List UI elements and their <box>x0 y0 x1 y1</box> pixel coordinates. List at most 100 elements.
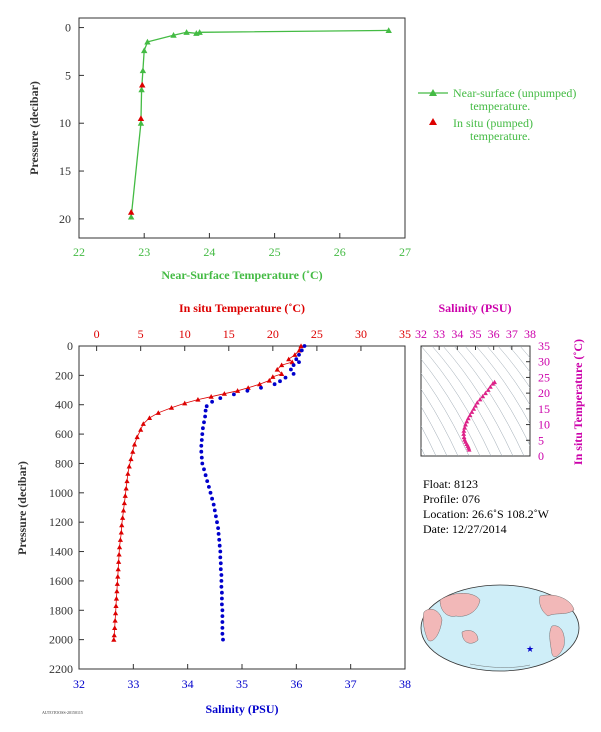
salinity-point <box>272 382 277 387</box>
ts-point <box>463 422 468 427</box>
sal-tick-label: 36 <box>290 677 302 691</box>
top-y-tick-label: 20 <box>59 212 71 226</box>
ts-point <box>473 403 478 408</box>
temperature-point <box>286 356 292 362</box>
density-contour <box>421 358 481 456</box>
legend-marker-in-situ <box>429 118 437 125</box>
top-y-axis: 0 5 10 15 20 <box>59 21 84 226</box>
salinity-point <box>215 520 219 525</box>
salinity-point <box>200 461 205 466</box>
salinity-point <box>219 573 224 577</box>
pressure-tick-label: 2200 <box>49 662 73 676</box>
ts-y-tick-label: 15 <box>538 402 550 416</box>
top-plot-frame <box>78 17 406 239</box>
ts-y-tick-label: 10 <box>538 418 550 432</box>
top-x-tick-label: 25 <box>269 245 281 259</box>
salinity-point <box>217 543 222 548</box>
temperature-point <box>123 485 129 491</box>
in-situ-point <box>139 81 146 88</box>
profile-top-axis-label: In situ Temperature (˚C) <box>179 301 305 315</box>
salinity-point <box>218 549 223 554</box>
salinity-point <box>245 388 250 393</box>
ts-point <box>461 431 467 436</box>
legend-label-in-situ-1: In situ (pumped) <box>453 116 533 130</box>
salinity-point <box>200 432 205 436</box>
temperature-line <box>113 345 302 640</box>
temperature-point <box>146 415 153 421</box>
salinity-point <box>220 608 225 613</box>
profile-plot-frame <box>78 345 406 670</box>
ts-point <box>492 379 497 385</box>
profile-y-axis-label: Pressure (decibar) <box>15 461 29 555</box>
salinity-point <box>283 375 288 380</box>
float-id: Float: 8123 <box>423 477 478 491</box>
near-surface-point <box>183 29 190 35</box>
density-contour <box>486 346 530 406</box>
temperature-point <box>120 515 126 520</box>
temperature-point <box>122 493 128 498</box>
temperature-point <box>112 610 119 616</box>
pressure-tick-label: 0 <box>67 339 73 353</box>
ts-y-tick-label: 30 <box>538 355 550 369</box>
salinity-point <box>220 614 225 618</box>
pressure-tick-label: 400 <box>55 398 73 412</box>
temperature-point <box>113 603 119 608</box>
map-land-eurasia <box>439 593 481 617</box>
temperature-point <box>168 405 175 410</box>
temperature-point <box>128 456 134 462</box>
ts-point <box>487 384 493 389</box>
legend-label-near-surface-1: Near-surface (unpumped) <box>453 86 576 100</box>
temperature-point <box>117 537 124 542</box>
temperature-point <box>138 427 144 432</box>
salinity-point <box>214 514 218 519</box>
density-contour <box>497 346 530 389</box>
ts-point <box>474 400 480 405</box>
sal-tick-label: 33 <box>127 677 139 691</box>
density-contour <box>464 346 530 447</box>
temperature-point <box>116 559 122 564</box>
top-x-tick-label: 24 <box>203 245 215 259</box>
salinity-point <box>216 532 221 536</box>
salinity-point <box>219 579 224 583</box>
top-x-tick-label: 22 <box>73 245 85 259</box>
date: Date: 12/27/2014 <box>423 522 507 536</box>
top-series-line-0 <box>130 29 389 218</box>
ts-top-axis-label: Salinity (PSU) <box>438 301 511 315</box>
ts-density-contours <box>421 346 530 456</box>
near-surface-point <box>144 38 151 45</box>
sal-tick-label: 38 <box>399 677 411 691</box>
ts-point <box>485 387 491 392</box>
top-series-group <box>127 27 392 220</box>
temperature-point <box>234 388 241 393</box>
salinity-point <box>205 479 210 483</box>
salinity-point <box>218 396 223 400</box>
ts-point <box>471 406 477 411</box>
location-map: ★ <box>420 584 580 672</box>
ts-point <box>461 434 467 440</box>
map-land-south-america <box>549 625 565 657</box>
density-contour <box>421 425 437 456</box>
ts-x-tick-label: 32 <box>415 327 427 341</box>
salinity-point <box>218 567 223 572</box>
temperature-point <box>257 381 263 387</box>
salinity-point <box>220 596 224 601</box>
temperature-point <box>115 566 121 572</box>
temperature-point <box>208 394 214 399</box>
salinity-point <box>210 496 215 501</box>
temperature-point <box>245 385 251 390</box>
temp-tick-label: 25 <box>311 327 323 341</box>
near-surface-chart: 22 23 24 25 26 27 0 5 10 15 20 Near-Surface Tempe… <box>27 17 411 282</box>
in-situ-point <box>127 208 135 215</box>
salinity-point <box>210 399 215 404</box>
ts-point <box>461 428 467 433</box>
ts-point <box>464 419 470 424</box>
temperature-point <box>114 581 120 586</box>
ts-y-tick-label: 5 <box>538 433 544 447</box>
temperature-point <box>298 343 304 349</box>
profile-series-group <box>111 343 307 642</box>
temp-tick-label: 30 <box>355 327 367 341</box>
salinity-point <box>220 590 224 595</box>
top-x-axis-label: Near-Surface Temperature (˚C) <box>161 268 322 282</box>
